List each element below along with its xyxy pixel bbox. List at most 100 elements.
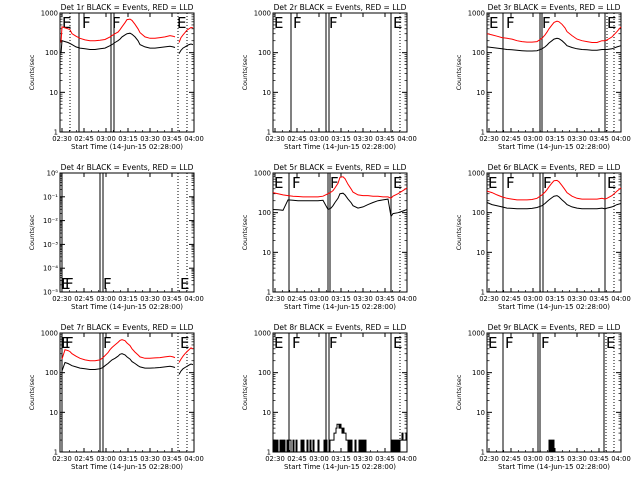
y-tick-label: 1 xyxy=(267,289,271,297)
y-axis-label: Counts/sec xyxy=(241,54,249,90)
plot-title: Det 6r BLACK = Events, RED = LLD xyxy=(488,163,621,172)
marker-e: E xyxy=(274,14,283,32)
x-tick-label: 03:45 xyxy=(589,455,609,463)
x-tick-label: 02:30 xyxy=(265,295,285,303)
y-tick-label: 10⁻³ xyxy=(43,241,58,249)
plot-3: Det 3r BLACK = Events, RED = LLD 1 10 100 10… xyxy=(455,3,631,151)
marker-f: F xyxy=(292,174,301,192)
x-tick-label: 02:45 xyxy=(501,295,521,303)
x-tick-label: 03:45 xyxy=(162,455,182,463)
y-tick-label: 10⁻⁴ xyxy=(43,265,58,273)
x-tick-label: 03:30 xyxy=(140,135,160,143)
y-tick-label: 100 xyxy=(472,209,485,217)
plot-1: Det 1r BLACK = Events, RED = LLD 1 10 100 10… xyxy=(28,3,204,151)
marker-e: E xyxy=(488,174,497,192)
y-tick-label: 10 xyxy=(49,409,58,417)
x-tick-label: 02:30 xyxy=(479,295,499,303)
x-axis-label: Start Time (14-Jun-15 02:28:00) xyxy=(498,143,610,151)
x-tick-label: 03:45 xyxy=(589,295,609,303)
y-tick-label: 10 xyxy=(476,409,485,417)
plot-frame xyxy=(486,172,622,293)
series-events xyxy=(272,192,408,218)
marker-f: F xyxy=(103,334,112,352)
x-tick-label: 03:15 xyxy=(545,455,565,463)
plot-8: Det 8r BLACK = Events, RED = LLD 1 10 100 10… xyxy=(241,323,417,471)
series-events xyxy=(548,439,555,453)
x-tick-label: 04:00 xyxy=(184,135,204,143)
plot-2: Det 2r BLACK = Events, RED = LLD 1 10 100 10… xyxy=(241,3,417,151)
y-tick-label: 1 xyxy=(267,129,271,137)
series-events xyxy=(273,423,407,453)
marker-f: F xyxy=(103,275,112,293)
y-tick-label: 1 xyxy=(481,289,485,297)
x-tick-label: 03:00 xyxy=(96,295,116,303)
marker-f: F xyxy=(506,14,515,32)
y-axis-label: Counts/sec xyxy=(241,214,249,250)
marker-e: E xyxy=(274,174,283,192)
marker-f: F xyxy=(541,334,550,352)
x-tick-label: 02:30 xyxy=(479,455,499,463)
y-tick-label: 100 xyxy=(258,369,271,377)
x-axis-label: Start Time (14-Jun-15 02:28:00) xyxy=(71,463,183,471)
marker-e: E xyxy=(489,14,498,32)
x-tick-label: 03:45 xyxy=(589,135,609,143)
plot-title: Det 9r BLACK = Events, RED = LLD xyxy=(488,323,621,332)
plot-frame xyxy=(272,12,408,133)
x-axis-label: Start Time (14-Jun-15 02:28:00) xyxy=(498,463,610,471)
x-tick-label: 03:30 xyxy=(567,295,587,303)
y-axis-label: Counts/sec xyxy=(455,214,463,250)
x-tick-label: 04:00 xyxy=(611,135,631,143)
y-tick-label: 100 xyxy=(258,209,271,217)
marker-f: F xyxy=(82,14,91,32)
y-tick-label: 1000 xyxy=(254,10,271,18)
marker-e: E xyxy=(393,174,402,192)
x-tick-label: 02:30 xyxy=(479,135,499,143)
marker-e: E xyxy=(607,174,616,192)
series-lld xyxy=(486,179,622,201)
marker-f: F xyxy=(293,14,302,32)
marker-e: E xyxy=(606,334,615,352)
x-tick-label: 03:30 xyxy=(567,455,587,463)
y-axis-label: Counts/sec xyxy=(241,374,249,410)
y-tick-label: 10⁻¹ xyxy=(43,193,58,201)
x-tick-label: 02:45 xyxy=(287,135,307,143)
marker-f: F xyxy=(65,275,74,293)
y-tick-label: 1 xyxy=(481,449,485,457)
y-axis-label: Counts/sec xyxy=(455,374,463,410)
series-events xyxy=(486,37,622,52)
x-tick-label: 04:00 xyxy=(184,455,204,463)
x-tick-label: 02:45 xyxy=(287,295,307,303)
x-tick-label: 03:00 xyxy=(309,455,329,463)
y-tick-label: 1 xyxy=(54,129,58,137)
marker-f: F xyxy=(542,14,551,32)
marker-e: E xyxy=(393,334,402,352)
x-axis-label: Start Time (14-Jun-15 02:28:00) xyxy=(71,143,183,151)
x-tick-label: 02:45 xyxy=(74,455,94,463)
y-tick-label: 1000 xyxy=(468,170,485,178)
x-tick-label: 03:00 xyxy=(96,455,116,463)
marker-f: F xyxy=(112,14,121,32)
series-lld xyxy=(486,20,622,43)
plot-frame xyxy=(59,12,195,133)
x-tick-label: 03:30 xyxy=(140,295,160,303)
y-tick-label: 10⁻² xyxy=(43,217,58,225)
marker-e: E xyxy=(180,334,189,352)
y-tick-label: 10 xyxy=(262,409,271,417)
y-tick-label: 1 xyxy=(267,449,271,457)
x-tick-label: 03:45 xyxy=(162,135,182,143)
plot-title: Det 1r BLACK = Events, RED = LLD xyxy=(61,3,194,12)
series-events xyxy=(61,353,194,375)
marker-e: E xyxy=(488,334,497,352)
y-tick-label: 10⁰ xyxy=(47,170,59,178)
x-tick-label: 02:30 xyxy=(52,295,72,303)
x-tick-label: 03:30 xyxy=(353,135,373,143)
x-tick-label: 03:15 xyxy=(545,135,565,143)
marker-e: E xyxy=(607,14,616,32)
marker-f: F xyxy=(329,14,338,32)
x-tick-label: 04:00 xyxy=(397,455,417,463)
x-tick-label: 03:15 xyxy=(545,295,565,303)
y-tick-label: 10⁻⁵ xyxy=(43,289,58,297)
series-lld xyxy=(60,18,194,43)
plot-4: Det 4r BLACK = Events, RED = LLD 10⁻⁵ 10⁻⁴… xyxy=(28,163,204,311)
